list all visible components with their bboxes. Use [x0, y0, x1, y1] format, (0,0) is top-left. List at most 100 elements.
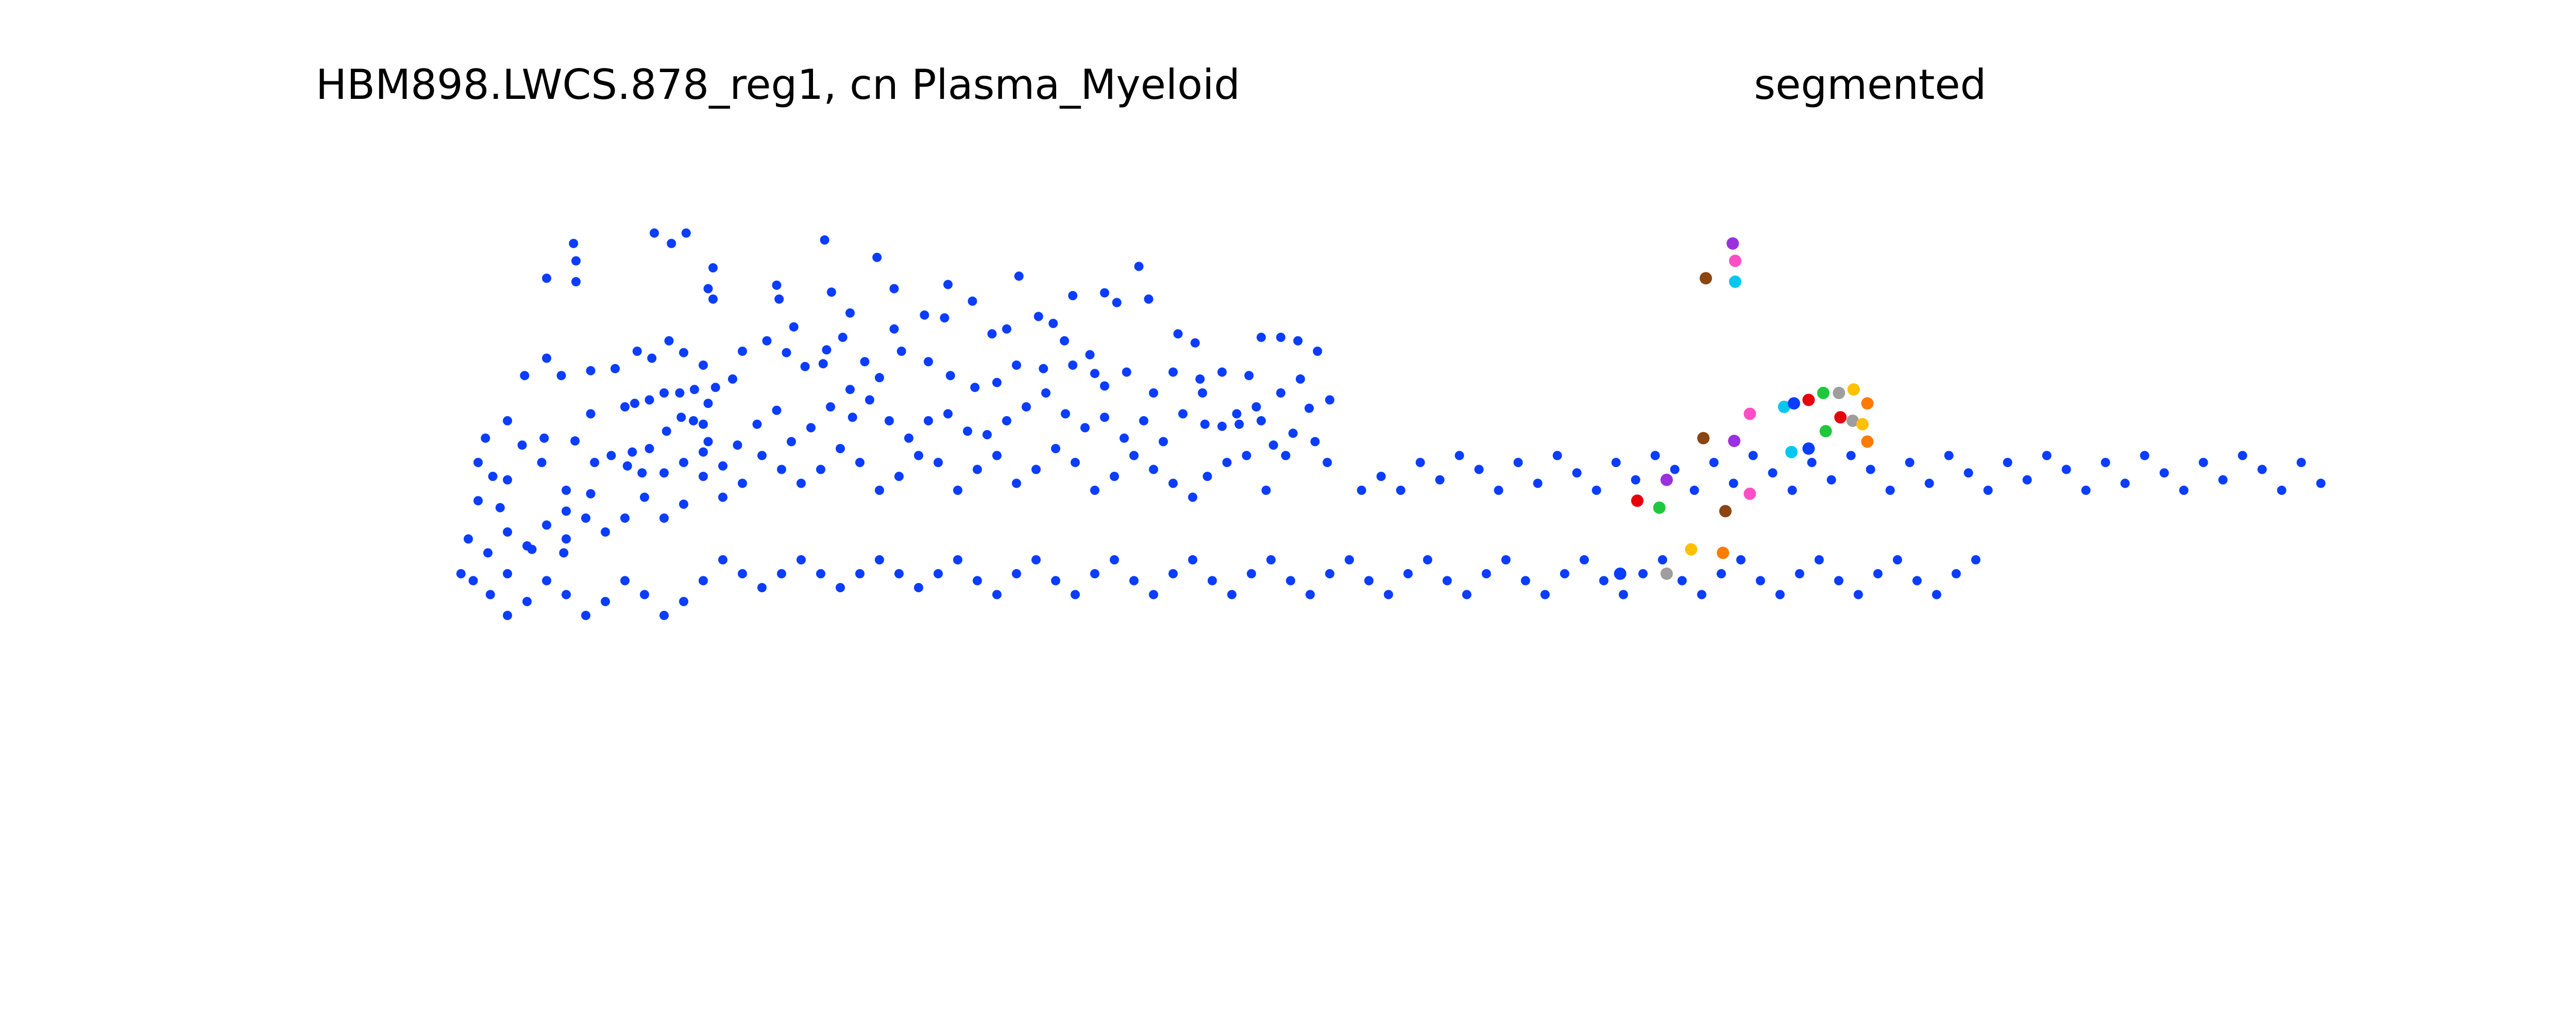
scatter-point	[1129, 451, 1139, 460]
scatter-point	[503, 527, 512, 537]
scatter-point	[1261, 486, 1271, 495]
scatter-point	[1540, 590, 1550, 599]
scatter-point	[1638, 569, 1648, 578]
scatter-point	[1031, 465, 1041, 474]
scatter-point	[1110, 555, 1119, 564]
scatter-point	[1129, 576, 1139, 586]
scatter-point	[1090, 569, 1099, 578]
scatter-point	[622, 461, 632, 471]
scatter-point	[659, 513, 669, 523]
scatter-point	[1168, 569, 1178, 578]
segment-point	[1788, 397, 1800, 410]
scatter-point	[1051, 444, 1060, 453]
scatter-point	[1217, 421, 1227, 431]
scatter-point	[2257, 465, 2267, 474]
scatter-point	[1815, 555, 1824, 564]
scatter-point	[1266, 555, 1276, 564]
scatter-point	[1268, 440, 1278, 450]
segment-point	[1861, 397, 1874, 410]
scatter-point	[2296, 458, 2306, 467]
scatter-point	[640, 492, 649, 502]
segment-point	[1861, 435, 1874, 448]
scatter-point	[820, 235, 829, 245]
scatter-point	[1971, 555, 1980, 564]
scatter-point	[1912, 576, 1922, 586]
scatter-point	[1288, 428, 1298, 438]
scatter-point	[796, 478, 806, 488]
scatter-point	[1178, 409, 1188, 419]
segment-point	[1802, 442, 1815, 455]
scatter-point	[1144, 294, 1154, 304]
scatter-point	[940, 313, 950, 323]
scatter-point	[1051, 576, 1060, 586]
segment-point	[1728, 435, 1741, 448]
scatter-point	[2100, 458, 2110, 467]
scatter-point	[703, 437, 713, 447]
scatter-point	[637, 468, 647, 478]
scatter-point	[1048, 319, 1058, 328]
scatter-point	[473, 458, 483, 467]
right-panel-title: segmented	[1754, 61, 1987, 109]
segment-point	[1717, 546, 1730, 559]
scatter-point	[620, 402, 630, 411]
scatter-point	[1474, 465, 1484, 474]
scatter-point	[772, 405, 782, 415]
scatter-point	[1689, 486, 1699, 495]
scatter-point	[865, 395, 874, 405]
scatter-point	[679, 597, 688, 606]
scatter-point	[1795, 569, 1804, 578]
scatter-point	[894, 472, 904, 481]
scatter-point	[708, 294, 718, 304]
scatter-point	[483, 548, 493, 558]
scatter-point	[586, 409, 596, 419]
scatter-point	[1276, 333, 1285, 342]
scatter-point	[581, 611, 590, 620]
scatter-point	[875, 486, 884, 495]
scatter-point	[718, 461, 727, 471]
scatter-point	[992, 377, 1002, 387]
scatter-point	[606, 451, 616, 460]
scatter-point	[1149, 388, 1158, 398]
segment-point	[1785, 445, 1798, 458]
scatter-point	[1736, 555, 1745, 564]
segment-point	[1856, 418, 1869, 431]
scatter-point	[1756, 576, 1765, 586]
scatter-point	[1281, 451, 1291, 460]
scatter-point	[796, 555, 806, 564]
scatter-point	[689, 385, 699, 394]
scatter-point	[968, 296, 977, 306]
segment-point	[1743, 487, 1756, 500]
scatter-point	[1090, 369, 1099, 379]
scatter-point	[1293, 336, 1303, 346]
scatter-point	[1376, 472, 1386, 481]
scatter-point	[1846, 451, 1856, 460]
scatter-point	[1188, 492, 1197, 502]
scatter-point	[1031, 555, 1041, 564]
scatter-point	[630, 399, 639, 408]
scatter-point	[1677, 576, 1687, 586]
scatter-point	[1415, 458, 1425, 467]
scatter-point	[571, 256, 581, 266]
scatter-point	[601, 527, 610, 537]
scatter-point	[943, 280, 953, 289]
scatter-point	[800, 362, 810, 371]
scatter-point	[650, 228, 659, 238]
scatter-point	[1068, 291, 1078, 300]
scatter-point	[806, 423, 816, 433]
scatter-point	[1227, 590, 1236, 599]
scatter-point	[503, 416, 512, 425]
scatter-point	[522, 597, 532, 606]
scatter-point	[2277, 486, 2286, 495]
scatter-point	[1149, 590, 1158, 599]
scatter-point	[733, 440, 742, 450]
scatter-point	[845, 385, 855, 394]
scatter-point	[896, 347, 906, 356]
scatter-point	[1041, 388, 1050, 398]
scatter-point	[1364, 576, 1374, 586]
scatter-point	[1060, 336, 1070, 346]
scatter-point	[456, 569, 466, 578]
segment-point	[1833, 387, 1845, 399]
scatter-point	[503, 569, 512, 578]
scatter-point	[787, 437, 796, 447]
scatter-point	[2218, 475, 2228, 485]
